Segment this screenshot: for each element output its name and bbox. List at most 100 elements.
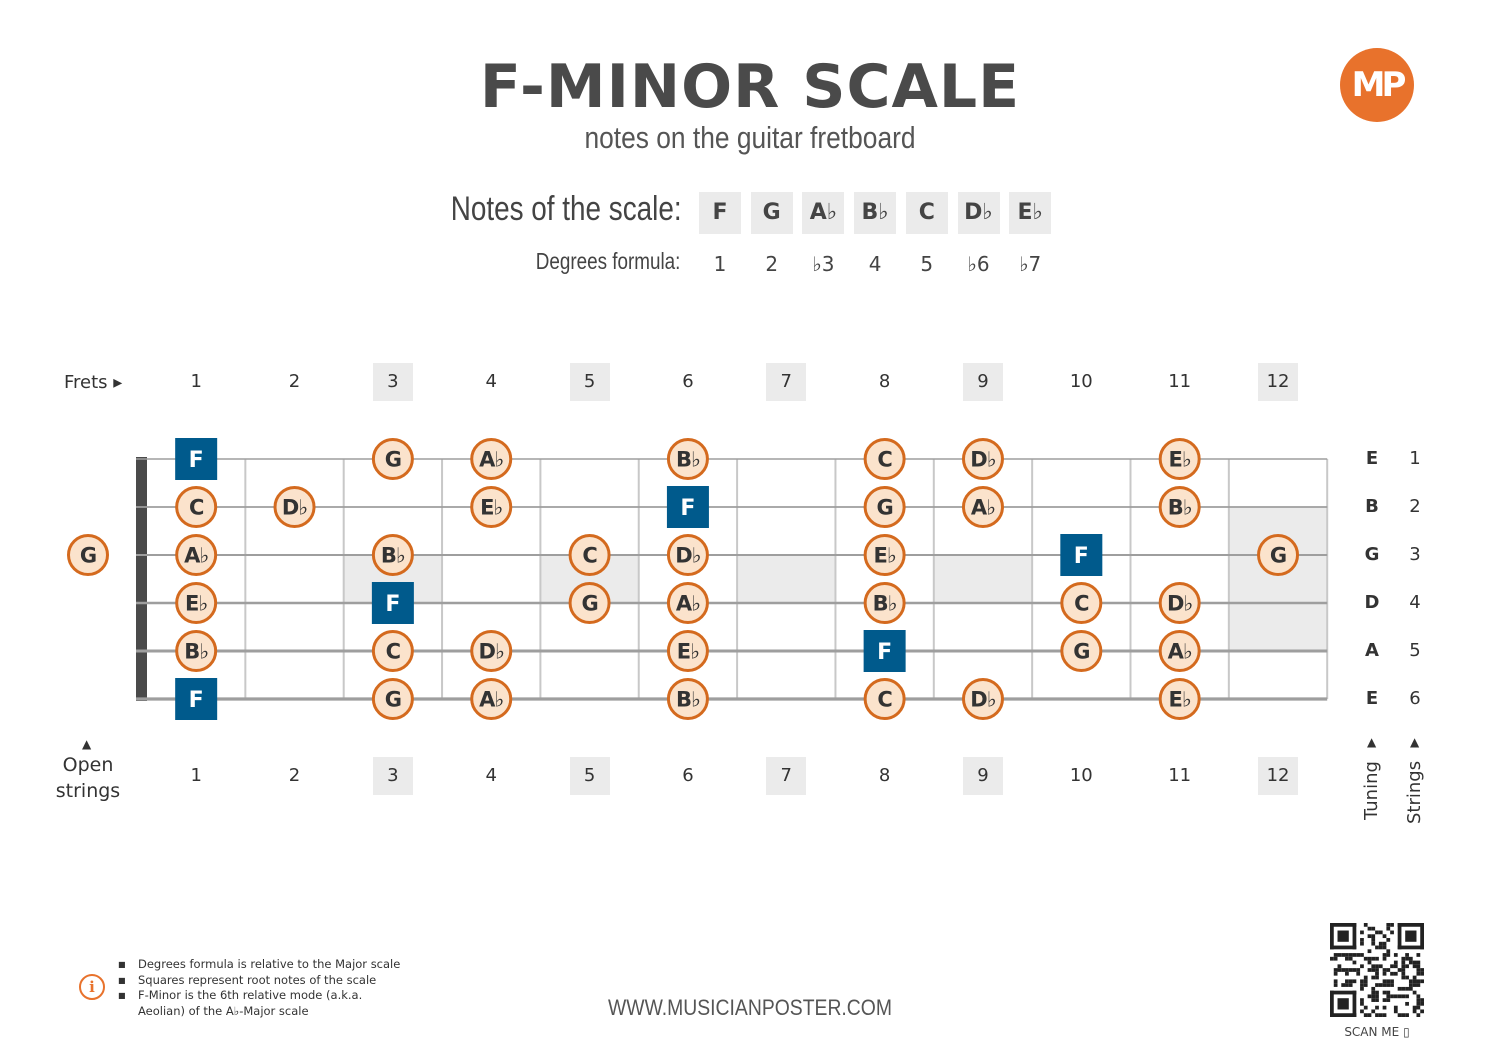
string-tuning: E (1365, 688, 1379, 709)
fret-number: 2 (288, 371, 301, 392)
fret-number: 6 (682, 371, 694, 392)
note-label: E♭ (677, 640, 699, 664)
qr-module (1378, 945, 1383, 950)
qr-module (1348, 983, 1353, 987)
string-number: 5 (1409, 640, 1421, 661)
qr-module (1352, 968, 1357, 972)
note-circle (863, 582, 906, 624)
qr-finder (1330, 923, 1357, 927)
qr-module (1416, 1005, 1421, 1010)
qr-module (1356, 953, 1361, 957)
website-link[interactable]: WWW.MUSICIANPOSTER.COM (608, 995, 892, 1020)
qr-module (1382, 971, 1387, 976)
qr-module (1412, 983, 1417, 987)
qr-module (1382, 945, 1387, 950)
qr-module (1345, 979, 1349, 984)
qr-module (1352, 979, 1357, 984)
qr-module (1348, 953, 1353, 957)
scale-degree: ♭7 (1019, 252, 1042, 276)
string-tuning: A (1365, 640, 1379, 661)
degrees-formula-label: Degrees formula: (535, 248, 680, 274)
footnote-item: F-Minor is the 6th relative mode (a.k.a.… (118, 988, 408, 1019)
note-label: G (1270, 544, 1286, 568)
qr-finder (1352, 923, 1357, 950)
string-tuning: D (1364, 592, 1380, 613)
qr-module (1345, 956, 1349, 961)
qr-module (1333, 979, 1338, 984)
qr-module (1378, 964, 1383, 969)
qr-module (1401, 975, 1406, 980)
qr-module (1378, 941, 1383, 946)
qr-module (1393, 994, 1398, 999)
root-note-square (371, 582, 414, 624)
note-circle (470, 678, 513, 720)
qr-module (1367, 968, 1372, 972)
fret-number: 11 (1168, 371, 1192, 392)
qr-module (1386, 968, 1391, 972)
qr-module (1337, 968, 1342, 972)
note-circle (1158, 486, 1201, 528)
qr-module (1360, 964, 1364, 969)
scale-degree: ♭6 (967, 252, 990, 276)
qr-module (1371, 998, 1376, 1002)
qr-module (1382, 979, 1387, 984)
note-circle (961, 678, 1004, 720)
note-label: B♭ (676, 448, 700, 472)
qr-module (1405, 975, 1409, 980)
note-label: E♭ (185, 592, 207, 616)
note-label: A♭ (479, 688, 503, 712)
qr-module (1375, 964, 1379, 969)
qr-module (1360, 979, 1364, 984)
qr-module (1412, 979, 1417, 984)
note-circle (568, 534, 611, 576)
qr-module (1416, 1013, 1421, 1017)
qr-module (1345, 953, 1349, 957)
qr-module (1371, 975, 1376, 980)
note-label: E♭ (873, 544, 895, 568)
qr-module (1375, 968, 1379, 972)
qr-finder (1420, 923, 1424, 950)
footnote-item: Degrees formula is relative to the Major… (118, 957, 408, 973)
qr-module (1382, 941, 1387, 946)
qr-module (1401, 956, 1406, 961)
qr-module (1371, 938, 1376, 942)
fret-number: 12 (1258, 363, 1299, 401)
note-label: B♭ (381, 544, 405, 568)
qr-module (1363, 956, 1368, 961)
scale-degree: 4 (868, 252, 882, 276)
qr-module (1371, 941, 1376, 946)
qr-finder (1330, 945, 1357, 950)
qr-module (1386, 990, 1391, 995)
qr-module (1375, 1005, 1379, 1010)
note-circle (863, 486, 906, 528)
qr-module (1405, 964, 1409, 969)
qr-module (1333, 968, 1338, 972)
note-label: G (877, 496, 893, 520)
fret-number: 8 (878, 371, 891, 392)
qr-module (1378, 930, 1383, 935)
qr-finder (1330, 990, 1357, 995)
note-label: F (189, 688, 204, 713)
note-circle (371, 534, 414, 576)
fret-number: 10 (1069, 371, 1093, 392)
fret-number: 9 (962, 757, 1003, 795)
qr-module (1405, 986, 1409, 991)
qr-module (1401, 960, 1406, 965)
qr-module (1397, 1013, 1402, 1017)
qr-module (1408, 960, 1413, 965)
qr-module (1420, 1001, 1424, 1006)
scale-degree: 5 (920, 252, 934, 276)
open-label-line1: Open (62, 754, 114, 776)
qr-module (1393, 1005, 1398, 1010)
note-circle (470, 438, 513, 480)
note-label: D♭ (1167, 592, 1192, 616)
qr-module (1408, 983, 1413, 987)
qr-code[interactable] (1330, 923, 1424, 1017)
qr-module (1363, 923, 1368, 927)
string-number: 2 (1409, 496, 1421, 517)
note-label: D♭ (282, 496, 307, 520)
note-label: G (385, 448, 401, 472)
qr-module (1333, 953, 1338, 957)
frets-label: Frets ▸ (64, 372, 123, 393)
nut (136, 457, 147, 701)
